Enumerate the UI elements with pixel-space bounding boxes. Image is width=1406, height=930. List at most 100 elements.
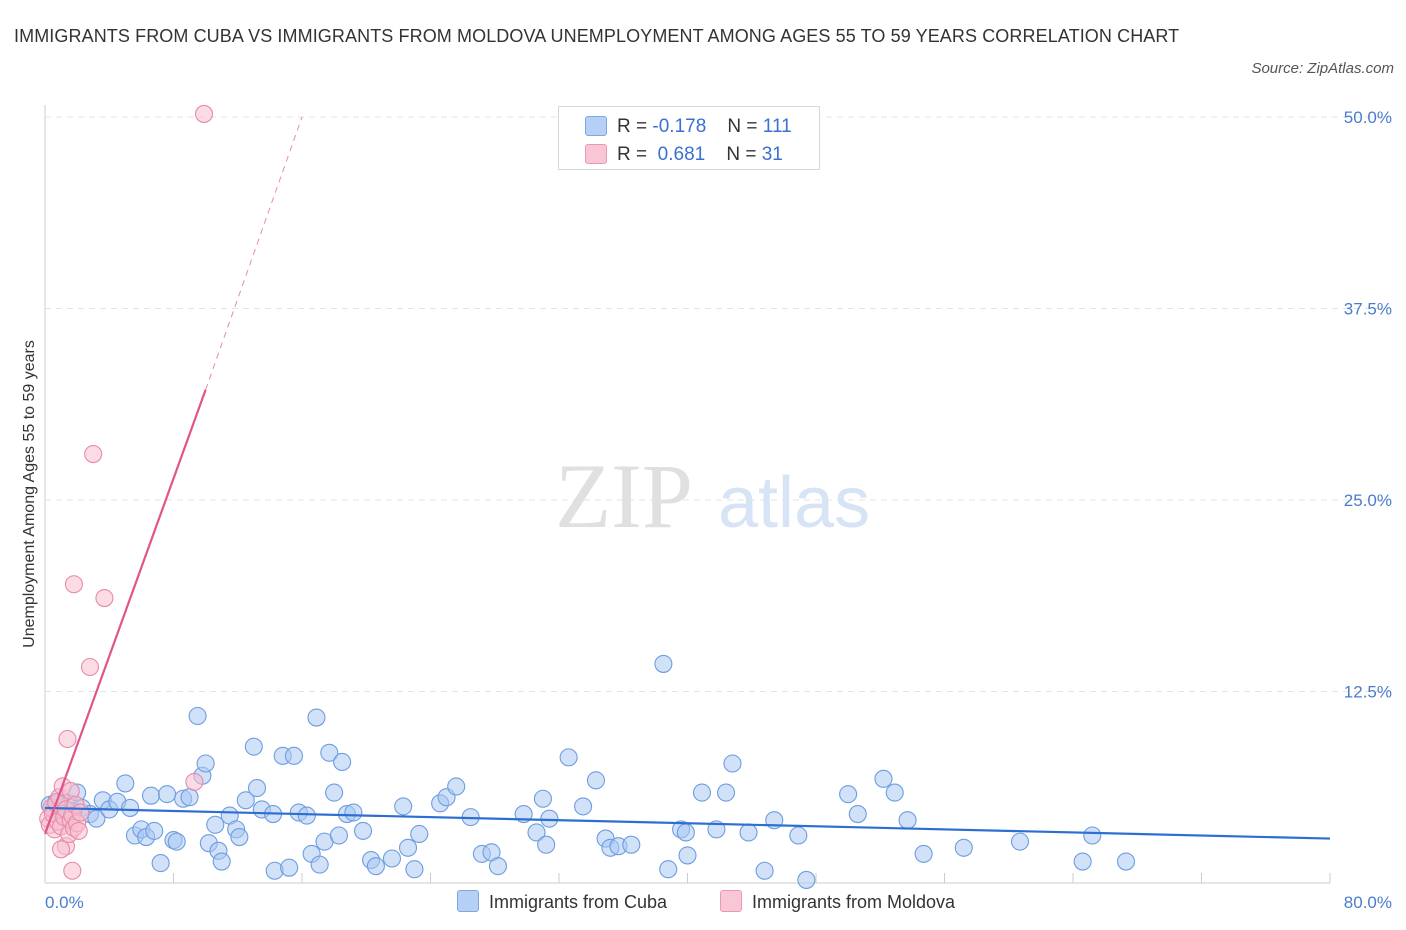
moldova-point xyxy=(95,588,114,608)
cuba-point xyxy=(716,783,736,802)
cuba-point xyxy=(325,783,344,802)
cuba-point xyxy=(654,654,673,673)
cuba-point xyxy=(366,857,385,876)
bottom-legend-cuba[interactable]: Immigrants from Cuba xyxy=(457,890,667,913)
grid-lines xyxy=(45,116,1390,692)
chart-title: IMMIGRANTS FROM CUBA VS IMMIGRANTS FROM … xyxy=(14,26,1180,46)
cuba-point xyxy=(398,838,418,857)
cuba-point xyxy=(954,838,973,857)
cuba-point xyxy=(236,791,255,810)
cuba-point xyxy=(723,754,742,773)
moldova-point xyxy=(80,657,100,677)
tick-labels: 12.5% 25.0% 37.5% 50.0% 0.0% 80.0% xyxy=(45,108,1392,912)
axes xyxy=(44,105,1331,884)
stats-legend: R = -0.178 N = 111 R = 0.681 N = 31 xyxy=(558,106,820,170)
cuba-point xyxy=(307,708,326,727)
cuba-point xyxy=(839,785,858,804)
y-tick-label: 50.0% xyxy=(1344,108,1392,127)
moldova-point xyxy=(84,444,103,464)
moldova-point xyxy=(194,104,214,123)
cuba-point xyxy=(410,824,429,844)
moldova-point xyxy=(71,803,90,822)
cuba-point xyxy=(188,706,207,726)
cuba-point xyxy=(789,826,808,845)
cuba-point xyxy=(158,785,177,804)
legend-n-value-moldova: 31 xyxy=(761,144,783,165)
moldova-point xyxy=(58,729,77,749)
cuba-point xyxy=(333,752,352,772)
cuba-point xyxy=(320,743,339,762)
x-tick-label: 80.0% xyxy=(1344,893,1392,912)
cuba-point xyxy=(230,827,249,847)
cuba-point xyxy=(914,844,933,863)
moldova-point xyxy=(52,840,71,859)
cuba-point xyxy=(310,855,329,874)
cuba-point xyxy=(116,774,135,793)
cuba-point xyxy=(797,870,816,889)
legend-r-label: R = xyxy=(617,144,648,165)
cuba-point xyxy=(145,821,164,840)
cuba-point xyxy=(196,754,215,773)
cuba-point xyxy=(559,748,578,767)
cuba-point xyxy=(692,783,712,802)
moldova-point xyxy=(64,575,83,594)
watermark-zip: ZIP xyxy=(555,445,693,547)
bottom-legend-label-moldova: Immigrants from Moldova xyxy=(752,892,956,912)
moldova-trend-line xyxy=(43,389,207,835)
cuba-point xyxy=(540,809,559,828)
y-tick-label: 12.5% xyxy=(1344,683,1392,702)
moldova-point xyxy=(63,861,82,880)
legend-r-label: R = xyxy=(617,116,648,137)
cuba-point xyxy=(527,823,546,842)
legend-swatch-moldova xyxy=(585,144,607,164)
cuba-point xyxy=(574,797,593,816)
bottom-legend-label-cuba: Immigrants from Cuba xyxy=(489,892,668,912)
y-tick-label: 25.0% xyxy=(1344,491,1392,510)
cuba-point xyxy=(898,811,917,830)
cuba-point xyxy=(676,823,695,842)
cuba-point xyxy=(280,858,299,877)
cuba-point xyxy=(1073,852,1092,871)
cuba-point xyxy=(755,861,774,880)
cuba-point xyxy=(447,777,466,796)
moldova-trend-extension xyxy=(205,116,303,390)
cuba-point xyxy=(586,771,605,790)
cuba-point xyxy=(533,789,552,808)
cuba-point xyxy=(244,737,263,756)
cuba-point xyxy=(180,788,199,807)
cuba-point xyxy=(488,857,508,876)
cuba-point xyxy=(394,797,413,816)
cuba-point xyxy=(121,798,140,817)
cuba-point xyxy=(167,832,186,851)
cuba-point xyxy=(622,835,641,854)
cuba-point xyxy=(329,826,348,845)
cuba-point xyxy=(537,835,556,854)
bottom-legend-swatch-cuba xyxy=(457,890,479,912)
moldova-point xyxy=(69,821,88,840)
cuba-point xyxy=(297,806,316,825)
cuba-point xyxy=(1083,826,1102,845)
cuba-point xyxy=(206,815,225,834)
cuba-point xyxy=(885,783,904,802)
trend-lines xyxy=(43,116,1331,840)
cuba-point xyxy=(284,746,304,765)
legend-r-value-moldova: 0.681 xyxy=(652,144,706,165)
cuba-point xyxy=(848,805,867,824)
cuba-point xyxy=(141,786,161,805)
legend-r-value-cuba: -0.178 xyxy=(652,116,707,137)
legend-n-value-cuba: 111 xyxy=(762,116,792,137)
cuba-point xyxy=(1010,832,1030,851)
cuba-point xyxy=(739,823,758,842)
source-label: Source: ZipAtlas.com xyxy=(1251,60,1394,77)
cuba-point xyxy=(151,854,170,873)
y-tick-label: 37.5% xyxy=(1344,300,1392,319)
watermark-atlas: atlas xyxy=(718,463,870,543)
cuba-point xyxy=(659,860,678,879)
bottom-legend-swatch-moldova xyxy=(720,890,742,912)
legend-n-label: N = xyxy=(726,144,757,165)
cuba-point xyxy=(874,769,893,788)
bottom-legend-moldova[interactable]: Immigrants from Moldova xyxy=(720,890,955,913)
legend-swatch-cuba xyxy=(585,116,607,136)
cuba-point xyxy=(382,849,402,868)
